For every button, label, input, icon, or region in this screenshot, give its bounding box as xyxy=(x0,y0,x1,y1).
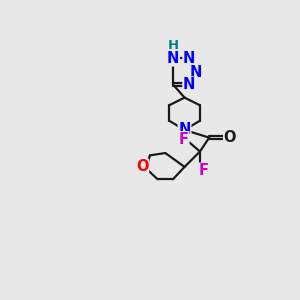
Text: F: F xyxy=(179,132,189,147)
Text: O: O xyxy=(224,130,236,145)
Text: H: H xyxy=(167,39,178,52)
Text: N: N xyxy=(178,122,191,137)
Text: O: O xyxy=(136,159,148,174)
Text: N: N xyxy=(183,51,195,66)
Text: N: N xyxy=(167,51,179,66)
Text: N: N xyxy=(183,77,195,92)
Text: F: F xyxy=(199,163,209,178)
Text: N: N xyxy=(190,65,202,80)
